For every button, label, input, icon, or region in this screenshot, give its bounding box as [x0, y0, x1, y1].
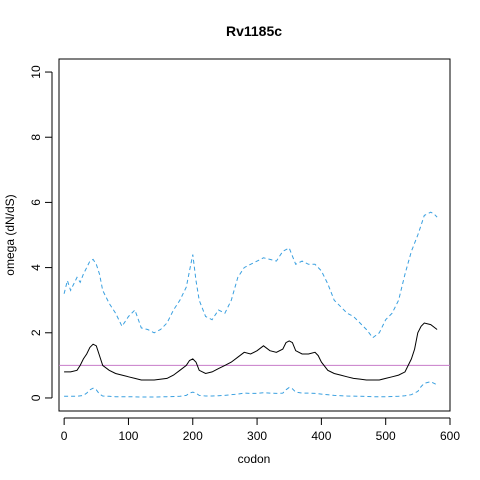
x-tick-label: 300 — [247, 429, 267, 443]
chart-title: Rv1185c — [226, 23, 282, 39]
x-axis-label: codon — [238, 452, 271, 466]
y-tick-label: 0 — [29, 394, 43, 401]
plot-frame — [58, 58, 451, 412]
x-tick-label: 100 — [118, 429, 138, 443]
series-line-3 — [64, 381, 438, 398]
y-tick-label: 8 — [29, 134, 43, 141]
x-tick-label: 200 — [183, 429, 203, 443]
x-tick-label: 400 — [311, 429, 331, 443]
y-tick-label: 2 — [29, 329, 43, 336]
series-line-2 — [63, 211, 438, 339]
x-tick-label: 500 — [376, 429, 396, 443]
y-axis-label: omega (dN/dS) — [3, 194, 17, 275]
y-tick-label: 10 — [29, 65, 43, 79]
y-axis: 0 2 4 6 8 10 — [29, 65, 53, 401]
series-layer — [63, 211, 438, 398]
series-line-1 — [64, 322, 438, 381]
y-tick-label: 6 — [29, 199, 43, 206]
x-axis: 0 100 200 300 400 500 600 — [61, 417, 460, 443]
y-tick-label: 4 — [29, 264, 43, 271]
x-tick-label: 0 — [61, 429, 68, 443]
x-tick-label: 600 — [440, 429, 460, 443]
